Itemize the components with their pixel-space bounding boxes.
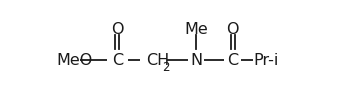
Text: O: O bbox=[111, 22, 123, 36]
Text: C: C bbox=[227, 53, 238, 67]
Text: O: O bbox=[226, 22, 239, 36]
Text: Pr-i: Pr-i bbox=[254, 53, 279, 67]
Text: CH: CH bbox=[146, 53, 170, 67]
Text: Me: Me bbox=[184, 22, 208, 36]
Text: MeO: MeO bbox=[57, 53, 93, 67]
Text: N: N bbox=[190, 53, 202, 67]
Text: 2: 2 bbox=[162, 60, 170, 73]
Text: C: C bbox=[112, 53, 123, 67]
